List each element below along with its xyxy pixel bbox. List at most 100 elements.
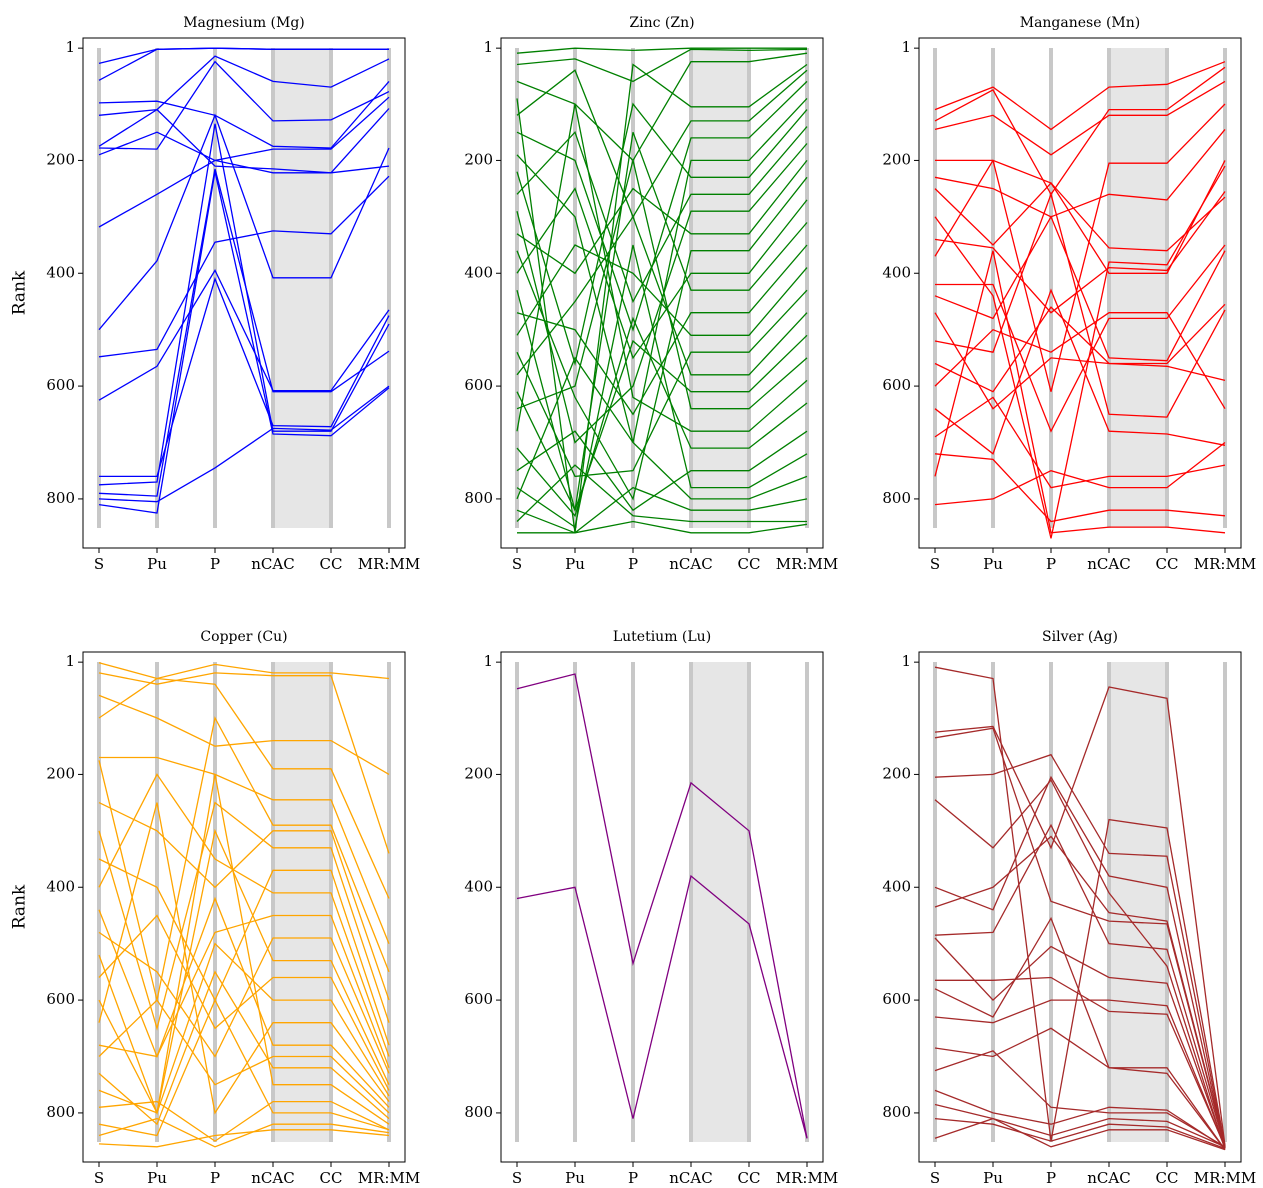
axis-bar: [97, 48, 101, 528]
plot-frame: [500, 37, 824, 549]
x-tick-label: CC: [1156, 1169, 1179, 1187]
rank-line: [934, 165, 1226, 539]
y-tick-label: 200: [46, 150, 75, 168]
rank-line: [98, 802, 390, 1001]
rank-line: [98, 1100, 390, 1142]
x-tick-label: nCAC: [1087, 555, 1130, 573]
rank-line: [934, 215, 1226, 362]
x-tick-label: MR:MM: [1194, 1169, 1256, 1187]
rank-line: [98, 123, 390, 486]
y-tick-label: 1: [65, 38, 75, 56]
y-axis-label: Rank: [10, 270, 30, 315]
x-tick-label: S: [512, 555, 522, 573]
x-tick-label: nCAC: [251, 555, 294, 573]
rank-line: [516, 464, 807, 523]
rank-line: [934, 66, 1226, 196]
axis-band: [1109, 48, 1167, 528]
rank-line: [934, 191, 1226, 314]
axis-bar: [805, 48, 809, 528]
rank-line: [98, 909, 390, 1069]
y-tick-label: 200: [882, 764, 911, 782]
rank-line: [935, 244, 1226, 433]
axis-bar: [155, 662, 159, 1142]
rank-line: [934, 192, 1226, 418]
rank-line: [98, 694, 390, 775]
rank-line: [934, 778, 1226, 1150]
x-tick-label: CC: [320, 1169, 343, 1187]
y-tick-label: 400: [46, 877, 75, 895]
rank-line: [934, 937, 1226, 1149]
rank-line: [934, 303, 1226, 410]
rank-line: [98, 1129, 390, 1148]
x-tick-label: MR:MM: [1194, 555, 1256, 573]
axis-bar: [97, 662, 101, 1142]
rank-line: [934, 1117, 1226, 1150]
x-tick-label: MR:MM: [776, 555, 838, 573]
rank-line: [934, 1103, 1226, 1148]
axis-bar: [805, 662, 809, 1142]
panel-title: Magnesium (Mg): [183, 15, 305, 31]
axis-band: [273, 662, 331, 1142]
rank-line: [516, 97, 808, 443]
rank-line: [516, 52, 808, 162]
x-tick-label: P: [210, 1169, 220, 1187]
rank-line: [98, 269, 390, 401]
rank-line: [98, 80, 390, 149]
x-tick-label: CC: [320, 555, 343, 573]
rank-line: [98, 171, 390, 514]
rank-line: [98, 108, 390, 174]
rank-line: [98, 672, 390, 854]
y-tick-label: 200: [464, 764, 493, 782]
x-tick-label: P: [1046, 555, 1056, 573]
y-tick-label: 400: [464, 263, 493, 281]
panel-title: Copper (Cu): [200, 629, 287, 645]
rank-line: [934, 835, 1226, 1146]
axis-bar: [573, 662, 577, 1142]
axis-bar: [933, 48, 937, 528]
axis-bar: [515, 662, 519, 1142]
x-tick-label: nCAC: [1087, 1169, 1130, 1187]
x-tick-label: S: [94, 555, 104, 573]
rank-line: [98, 175, 390, 358]
y-tick-label: 400: [882, 263, 911, 281]
rank-line: [516, 316, 808, 518]
rank-line: [98, 55, 390, 116]
rank-line: [934, 1089, 1226, 1149]
panel-title: Lutetium (Lu): [613, 629, 711, 645]
x-tick-label: S: [930, 1169, 940, 1187]
plot-frame: [82, 651, 406, 1163]
axis-bar: [689, 662, 693, 1142]
rank-line: [98, 113, 390, 331]
x-tick-label: nCAC: [669, 1169, 712, 1187]
axis-bar: [991, 662, 995, 1142]
rank-line: [934, 727, 1226, 1147]
rank-line: [516, 289, 808, 478]
rank-line: [98, 677, 390, 899]
x-tick-label: Pu: [565, 555, 585, 573]
axis-bar: [1223, 48, 1227, 528]
rank-line: [98, 168, 390, 497]
rank-line: [935, 103, 1226, 392]
axis-bar: [991, 48, 995, 528]
axis-bar: [515, 48, 519, 528]
y-tick-label: 800: [46, 489, 75, 507]
axis-bar: [747, 662, 751, 1142]
axis-band: [691, 48, 749, 528]
rank-line: [934, 312, 1226, 410]
y-tick-label: 400: [46, 263, 75, 281]
y-tick-label: 600: [46, 376, 75, 394]
rank-line: [516, 80, 808, 332]
rank-line: [98, 716, 390, 1001]
rank-line: [517, 520, 808, 534]
rank-line: [99, 276, 390, 478]
rank-line: [934, 916, 1226, 1150]
rank-line: [98, 998, 390, 1137]
plot-frame: [918, 651, 1242, 1163]
x-tick-label: CC: [738, 1169, 761, 1187]
x-tick-label: S: [512, 1169, 522, 1187]
